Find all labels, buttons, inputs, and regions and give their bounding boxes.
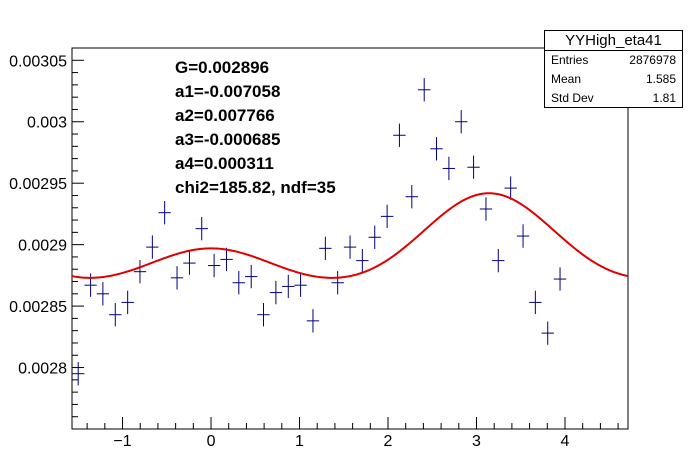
y-tick-label: 0.003 [27, 115, 67, 132]
fit-parameters: G=0.002896 a1=-0.007058 a2=0.007766 a3=-… [175, 58, 336, 197]
data-point [529, 290, 542, 315]
data-point [232, 271, 245, 295]
data-point [282, 274, 295, 299]
data-point [319, 236, 332, 261]
x-tick-label: −1 [113, 433, 131, 450]
data-point [516, 224, 530, 248]
plot-frame [71, 47, 629, 430]
y-tick-label: 0.00295 [9, 176, 67, 193]
data-point [257, 303, 270, 327]
y-tick-label: 0.00285 [9, 299, 67, 316]
fit-curve [71, 192, 629, 279]
data-point [553, 267, 567, 291]
stats-value: 1.585 [645, 72, 676, 86]
stats-value: 2876978 [629, 53, 676, 67]
data-point [479, 197, 493, 221]
x-tick-label: 2 [384, 433, 393, 450]
data-point [331, 271, 344, 295]
data-point [294, 273, 307, 297]
data-point [72, 362, 85, 386]
stats-row-stddev: Std Dev 1.81 [545, 89, 682, 108]
data-point [467, 155, 480, 179]
data-point [183, 251, 196, 275]
stats-box-title: YYHigh_eta41 [545, 31, 682, 51]
x-tick-label: 3 [472, 433, 481, 450]
data-point [121, 290, 134, 315]
stats-row-entries: Entries 2876978 [545, 51, 682, 70]
y-tick-label: 0.00305 [9, 53, 67, 70]
data-point [207, 253, 221, 278]
stats-label: Entries [551, 53, 589, 67]
data-point [380, 204, 394, 229]
data-point [405, 185, 418, 209]
data-point [343, 235, 357, 259]
data-point [368, 225, 381, 249]
y-axis: 0.0028 0.00285 0.0029 0.00295 0.003 0.00305 [9, 47, 84, 430]
fit-param-g: G=0.002896 [175, 58, 269, 77]
data-point [170, 266, 184, 290]
data-point [195, 216, 208, 241]
x-axis: −1 0 1 2 3 4 [86, 417, 619, 450]
data-point [133, 260, 147, 284]
stats-box: YYHigh_eta41 Entries 2876978 Mean 1.585 … [544, 30, 683, 108]
stats-value: 1.81 [652, 91, 676, 105]
data-point [504, 176, 517, 200]
data-point [455, 110, 468, 134]
data-point [96, 282, 110, 306]
data-point [220, 247, 233, 272]
fit-chi2: chi2=185.82, ndf=35 [175, 178, 336, 197]
data-point [418, 78, 431, 102]
data-point [430, 137, 443, 161]
data-points [72, 78, 567, 386]
x-tick-label: 0 [207, 433, 216, 450]
data-point [306, 309, 320, 333]
fit-param-a2: a2=0.007766 [175, 106, 275, 125]
stats-row-mean: Mean 1.585 [545, 70, 682, 89]
data-point [269, 280, 283, 305]
data-point [356, 248, 369, 273]
x-tick-label: 1 [295, 433, 304, 450]
data-point [245, 264, 258, 289]
fit-param-a3: a3=-0.000685 [175, 130, 280, 149]
data-point [109, 303, 122, 327]
data-point [146, 235, 159, 259]
data-point [393, 123, 406, 147]
data-point [541, 321, 554, 345]
x-tick-label: 4 [561, 433, 570, 450]
data-point [158, 201, 171, 225]
y-tick-label: 0.0028 [18, 361, 67, 378]
stats-label: Mean [551, 72, 582, 86]
data-point [442, 156, 456, 181]
fit-param-a1: a1=-0.007058 [175, 82, 280, 101]
stats-label: Std Dev [551, 91, 594, 105]
data-point [492, 248, 505, 273]
fit-param-a4: a4=0.000311 [175, 154, 274, 173]
y-tick-label: 0.0029 [18, 238, 67, 255]
